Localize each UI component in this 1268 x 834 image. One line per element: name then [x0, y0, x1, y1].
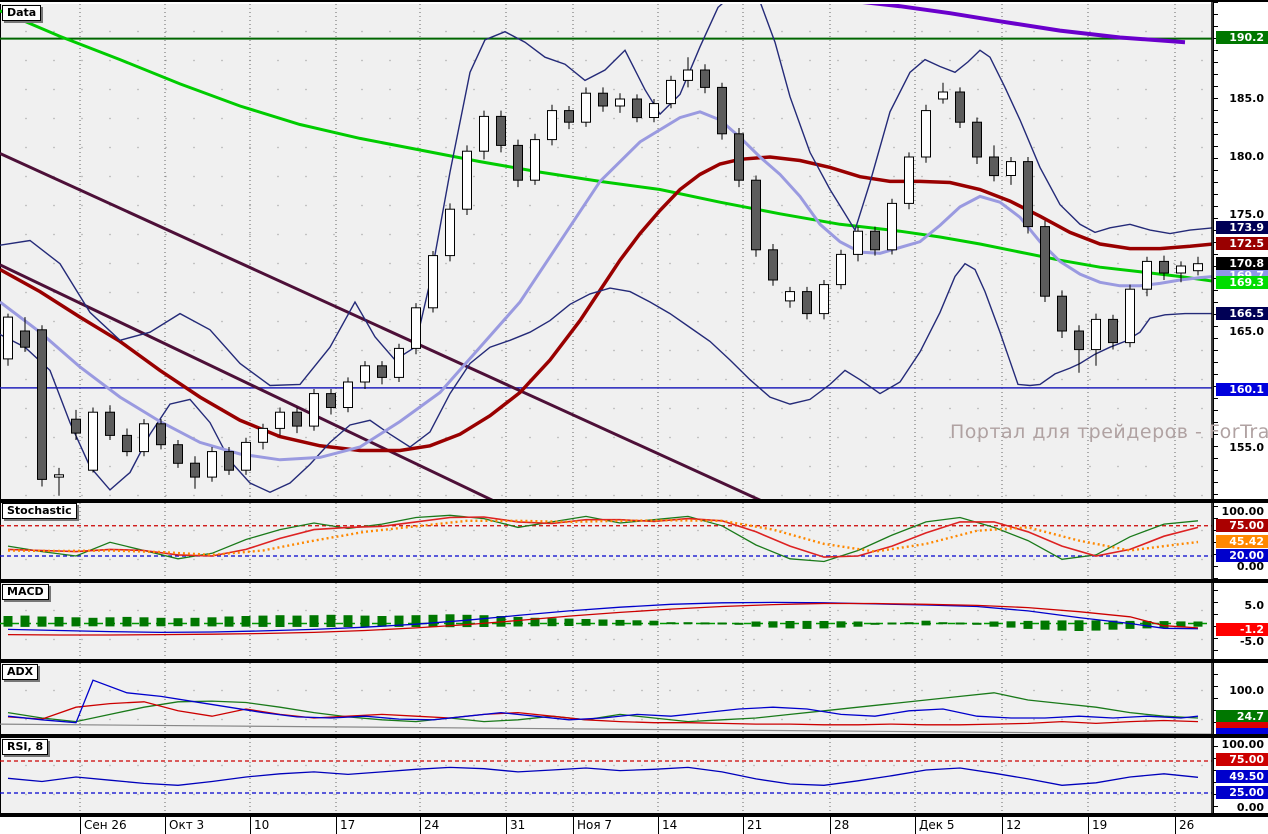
- scale-label-stoch: 45.42: [1216, 535, 1268, 548]
- scale-label-rsi: 100.00: [1221, 738, 1264, 751]
- panel-label-data: Data: [2, 5, 42, 21]
- scale-label-main: 175.0: [1229, 208, 1264, 221]
- time-axis-label: Сен 26: [80, 817, 127, 834]
- panel-separator: [0, 499, 1268, 503]
- time-axis-label: 17: [336, 817, 355, 834]
- time-axis[interactable]: Сен 26 Окт 3 10 17 24 31 Ноя 7 14 21 28 Дек 5 12 19 2…: [0, 817, 1268, 834]
- scale-label-stoch: 20.00: [1216, 549, 1268, 562]
- scale-label-stoch: 0.00: [1236, 560, 1264, 573]
- time-axis-label: 26: [1175, 817, 1194, 834]
- panel-macd[interactable]: [0, 583, 1213, 659]
- scale-label-rsi: 25.00: [1216, 786, 1268, 799]
- panel-label-macd: MACD: [2, 584, 49, 600]
- time-axis-label: 21: [743, 817, 762, 834]
- panel-label-adx: ADX: [2, 664, 39, 680]
- scale-label-macd: 5.0: [1244, 599, 1265, 612]
- scale-label-main: 166.5: [1216, 307, 1268, 320]
- time-axis-label: 31: [506, 817, 525, 834]
- scale-label-main: 190.2: [1216, 31, 1268, 44]
- scale-label-macd: -1.2: [1216, 623, 1268, 636]
- macd-plot: [0, 601, 1212, 636]
- scale-label-main: 180.0: [1229, 150, 1264, 163]
- panel-separator: [0, 579, 1268, 583]
- scale-label-main: 155.0: [1229, 441, 1264, 454]
- panel-separator: [0, 813, 1268, 817]
- scale-label-macd: -5.0: [1239, 635, 1264, 648]
- panel-adx[interactable]: [0, 663, 1213, 734]
- scale-label-stoch: 100.00: [1221, 505, 1264, 518]
- time-axis-label: Дек 5: [915, 817, 954, 834]
- adx-plot: [0, 679, 1212, 734]
- scale-label-main: 160.1: [1216, 383, 1268, 396]
- scale-label-main: 185.0: [1229, 92, 1264, 105]
- time-axis-label: 19: [1088, 817, 1107, 834]
- scale-label-adx: 24.7: [1216, 710, 1268, 723]
- watermark: Портал для трейдеров - ForTrader.ru: [950, 421, 1268, 443]
- time-axis-label: 28: [830, 817, 849, 834]
- scale-label-main: 173.9: [1216, 221, 1268, 234]
- time-axis-label: 24: [420, 817, 439, 834]
- price-scale[interactable]: 190.2185.0180.0175.0173.9172.5169.7170.8…: [1213, 2, 1268, 814]
- panel-separator: [0, 659, 1268, 663]
- scale-label-adx: 100.0: [1229, 684, 1264, 697]
- rsi-plot: [0, 760, 1212, 794]
- time-axis-label: Ноя 7: [573, 817, 612, 834]
- stochastic-plot: [0, 514, 1212, 563]
- price-plot: [0, 4, 1212, 499]
- scale-label-adx: [1216, 722, 1268, 728]
- scale-label-adx: [1216, 728, 1268, 734]
- panel-label-rsi: RSI, 8: [2, 739, 49, 755]
- scale-label-main: 169.3: [1216, 276, 1268, 289]
- scale-label-rsi: 49.50: [1216, 770, 1268, 783]
- scale-label-rsi: 0.00: [1236, 801, 1264, 814]
- scale-label-main: 165.0: [1229, 325, 1264, 338]
- scale-label-main: 170.8: [1216, 257, 1268, 270]
- scale-label-stoch: 75.00: [1216, 519, 1268, 532]
- scale-label-main: 172.5: [1216, 237, 1268, 250]
- panel-separator: [0, 734, 1268, 738]
- time-axis-label: 14: [658, 817, 677, 834]
- panel-stochastic[interactable]: [0, 503, 1213, 579]
- time-axis-label: 10: [250, 817, 269, 834]
- scale-label-rsi: 75.00: [1216, 753, 1268, 766]
- panel-label-stochastic: Stochastic: [2, 503, 77, 519]
- time-axis-label: Окт 3: [165, 817, 204, 834]
- panel-rsi[interactable]: [0, 738, 1213, 813]
- time-axis-label: 12: [1002, 817, 1021, 834]
